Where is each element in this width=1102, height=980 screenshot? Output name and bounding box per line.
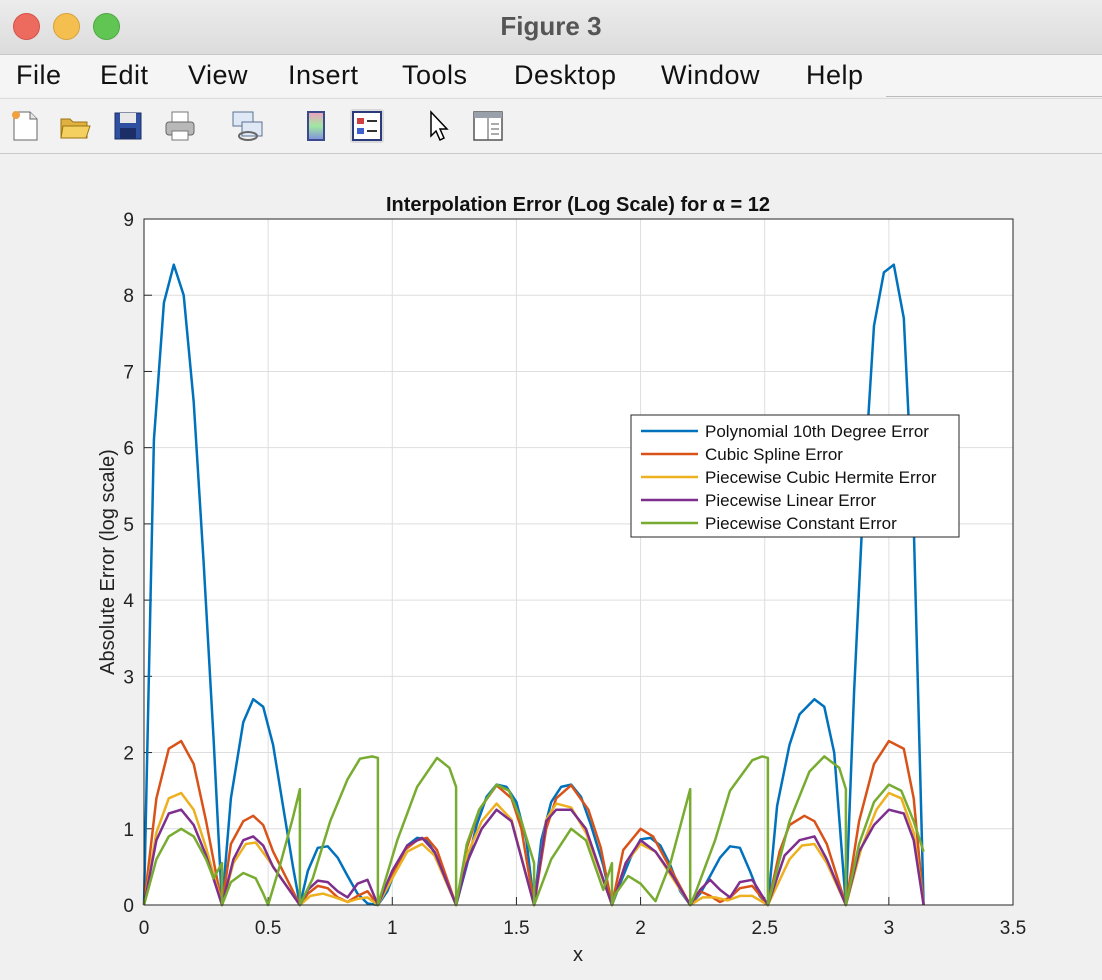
y-tick-label: 5 — [123, 515, 134, 536]
x-tick-labels: 0 0.5 1 1.5 2 2.5 3 3.5 — [139, 918, 1027, 939]
legend-label-0: Polynomial 10th Degree Error — [705, 422, 929, 441]
window-titlebar: Figure 3 — [0, 0, 1102, 55]
series-group — [142, 263, 925, 907]
menu-help[interactable]: Help — [806, 60, 864, 90]
menu-bar: File Edit View Insert Tools Desktop Wind… — [0, 55, 1102, 97]
axes-box — [143, 218, 1014, 906]
y-tick-label: 6 — [123, 439, 134, 460]
menu-view[interactable]: View — [188, 60, 249, 90]
x-tick-label: 0 — [139, 918, 150, 939]
menu-tools[interactable]: Tools — [402, 60, 468, 90]
toolbar — [0, 98, 1102, 154]
legend-label-3: Piecewise Linear Error — [705, 491, 876, 510]
y-tick-label: 0 — [123, 896, 134, 917]
print-icon[interactable] — [163, 109, 197, 143]
minimize-window-button[interactable] — [53, 13, 80, 40]
maximize-window-button[interactable] — [93, 13, 120, 40]
property-inspector-icon[interactable] — [471, 109, 505, 143]
x-tick-label: 1 — [387, 918, 398, 939]
y-tick-label: 2 — [123, 744, 134, 765]
legend-icon[interactable] — [350, 109, 384, 143]
x-tick-label: 3.5 — [1000, 918, 1026, 939]
y-tick-label: 3 — [123, 667, 134, 688]
y-tick-labels: 0 1 2 3 4 5 6 7 8 9 — [123, 210, 134, 917]
x-tick-label: 3 — [884, 918, 895, 939]
y-tick-label: 8 — [123, 286, 134, 307]
colorbar-icon[interactable] — [299, 109, 333, 143]
open-folder-icon[interactable] — [58, 109, 92, 143]
x-tick-label: 0.5 — [255, 918, 281, 939]
legend-label-4: Piecewise Constant Error — [705, 514, 897, 533]
window-title: Figure 3 — [500, 11, 602, 41]
x-tick-label: 2 — [635, 918, 646, 939]
menu-file[interactable]: File — [16, 60, 62, 90]
series-line-0 — [142, 263, 925, 907]
series-line-3 — [142, 808, 925, 907]
menu-divider — [886, 96, 1102, 97]
y-tick-label: 4 — [123, 591, 134, 612]
x-axis-label: x — [573, 944, 583, 966]
link-icon[interactable] — [231, 109, 265, 143]
menu-desktop[interactable]: Desktop — [514, 60, 617, 90]
pointer-icon[interactable] — [421, 109, 455, 143]
legend-label-1: Cubic Spline Error — [705, 445, 843, 464]
y-tick-label: 7 — [123, 362, 134, 383]
new-figure-icon[interactable] — [8, 109, 42, 143]
legend[interactable]: Polynomial 10th Degree Error Cubic Spline… — [630, 414, 960, 538]
y-axis-label: Absolute Error (log scale) — [97, 449, 119, 675]
menu-window[interactable]: Window — [661, 60, 761, 90]
series-line-4 — [142, 755, 925, 907]
y-tick-label: 1 — [123, 820, 134, 841]
save-icon[interactable] — [111, 109, 145, 143]
x-tick-label: 1.5 — [503, 918, 529, 939]
grid-lines — [143, 218, 1014, 906]
close-window-button[interactable] — [13, 13, 40, 40]
menu-insert[interactable]: Insert — [288, 60, 359, 90]
chart-title: Interpolation Error (Log Scale) for α = … — [386, 194, 770, 216]
figure-canvas: 0 0.5 1 1.5 2 2.5 3 3.5 0 1 2 3 4 5 6 7 8 9 Interpolatio… — [97, 194, 1027, 966]
y-tick-label: 9 — [123, 210, 134, 231]
x-tick-label: 2.5 — [752, 918, 778, 939]
menu-edit[interactable]: Edit — [100, 60, 149, 90]
legend-label-2: Piecewise Cubic Hermite Error — [705, 468, 937, 487]
